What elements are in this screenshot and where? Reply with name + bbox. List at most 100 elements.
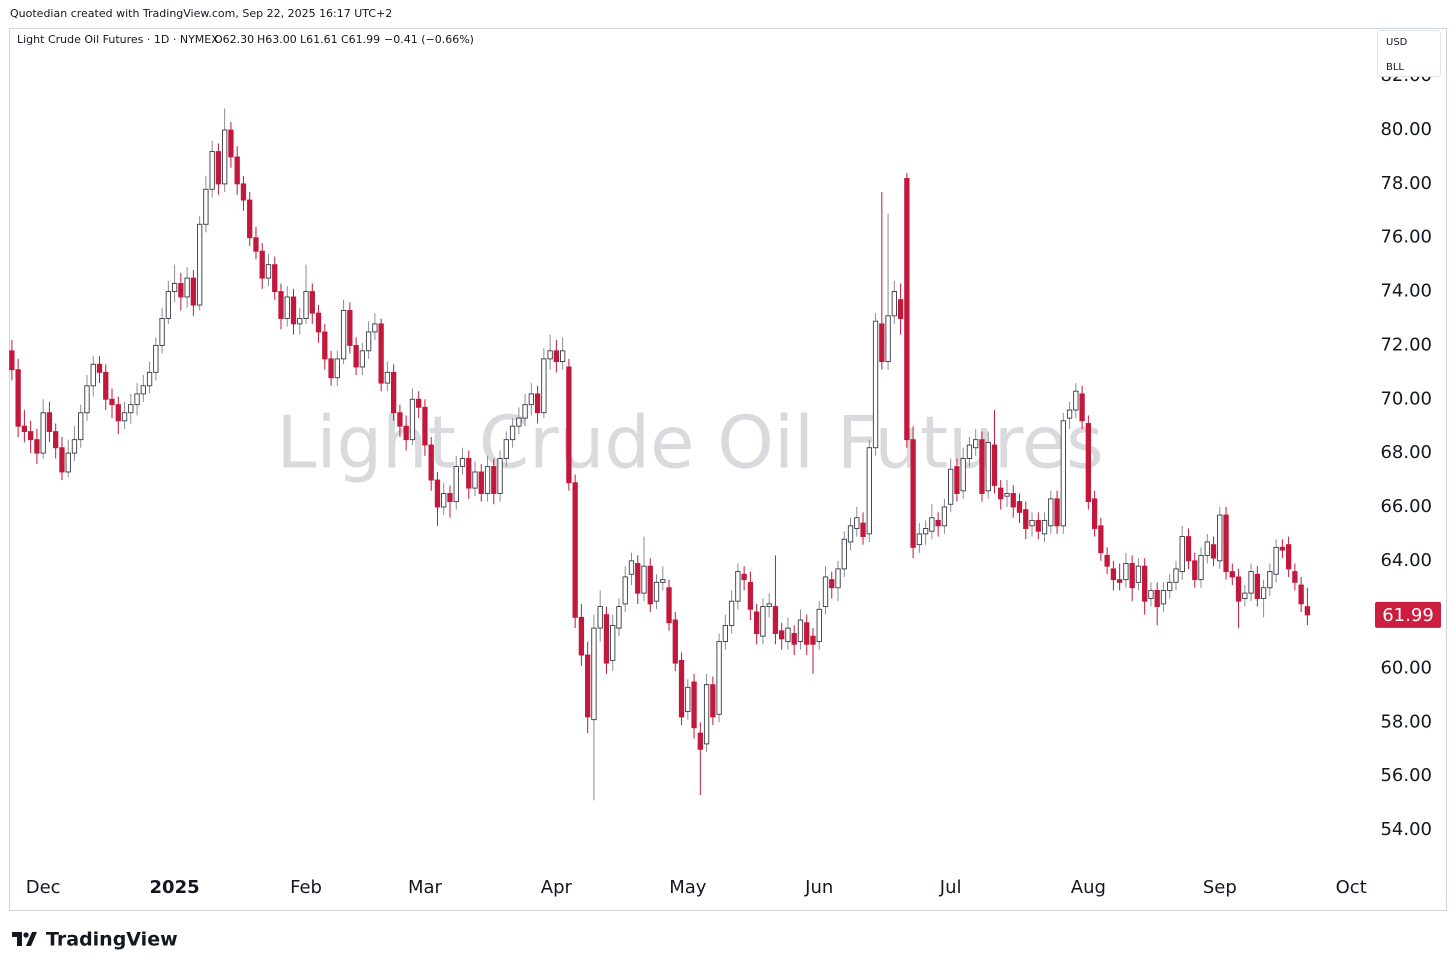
candle-body [497,458,503,494]
candle-body [128,404,134,414]
x-tick-label: Jul [939,877,962,898]
candle-body [90,363,96,387]
candle-body [428,444,434,481]
candle-body [716,641,722,715]
last-price-box [1375,601,1441,628]
candle-body [184,277,190,298]
candle-body [71,439,78,454]
candle-body [272,264,278,293]
candle-body [528,393,534,406]
last-price-label: 61.99 [1382,605,1434,626]
candle-body [1135,565,1142,583]
y-tick-label: 58.00 [1380,711,1432,732]
candle-body [547,350,553,360]
candle-body [109,398,115,406]
candle-body [1198,554,1204,581]
candle-body [904,178,910,441]
candle-body [722,624,729,643]
candle-body [1066,409,1073,419]
candle-body [1154,589,1160,608]
candle-body [453,466,459,503]
y-tick-label: 54.00 [1380,819,1432,840]
candle-body [1185,536,1192,562]
candle-body [253,237,259,252]
candle-body [278,291,284,319]
candle-body [766,603,772,608]
y-tick-label: 78.00 [1380,173,1432,194]
candle-body [196,223,203,306]
candle-body [441,493,447,508]
frame [9,28,1447,911]
logo-icon [12,932,37,946]
candle-body [403,425,409,441]
candle-body [585,654,591,718]
candle-body [1260,587,1267,599]
candle-body [503,439,509,459]
legend: Light Crude Oil Futures · 1D · NYMEX O62… [17,33,474,46]
y-tick-label: 66.00 [1380,496,1432,517]
candle-body [816,608,822,643]
candle-body [1073,390,1079,411]
candle-body [203,188,209,225]
candle-body [1035,519,1041,532]
candle-body [804,622,810,645]
candle-body [359,350,366,368]
candle-body [466,458,472,489]
candle-body [134,393,140,406]
candle-body [660,579,666,583]
candle-body [391,371,397,414]
candle-body [222,129,228,185]
candle-body [153,344,159,373]
candle-body [478,471,484,494]
candle-body [1116,579,1123,583]
candle-body [334,358,340,379]
candle-body [747,581,754,610]
candle-body [534,393,541,414]
candle-body [284,296,290,319]
candle-body [847,525,854,543]
candle-body [265,264,272,279]
candle-body [522,404,528,419]
candle-body [46,412,53,433]
candle-body [628,560,635,575]
candle-body [578,616,585,656]
candle-body [1016,501,1023,513]
candle-body [96,363,103,373]
candle-body [384,371,391,384]
y-tick-label: 76.00 [1380,227,1432,248]
candle-body [929,517,935,532]
candle-body [322,331,328,360]
x-tick-label: Sep [1203,877,1237,898]
candle-body [1217,514,1223,562]
candle-body [165,291,171,319]
high: H63.00 [257,33,297,46]
candle-body [785,627,791,643]
candle-body [459,458,466,468]
candle-body [1304,606,1311,616]
candle-body [829,579,835,589]
candle-body [603,614,610,664]
candle-body [484,466,491,494]
close: C61.99 [341,33,380,46]
unit-box [1377,30,1441,77]
candle-body [259,250,265,279]
candle-body [53,431,59,449]
candle-body [215,151,222,185]
candle-body [741,573,747,581]
candle-body [171,283,178,293]
candle-body [340,309,347,360]
candle-body [509,425,516,441]
candle-body [146,371,153,387]
candle-body [372,323,378,333]
candle-body [779,630,785,640]
candle-body [635,563,641,594]
candle-body [860,522,866,538]
candle-body [1110,568,1117,581]
candle-body [541,358,547,414]
candle-body [1098,525,1104,554]
candle-body [691,681,697,729]
candle-body [1223,514,1229,573]
candle-body [21,425,28,433]
candle-body [40,412,46,454]
logo-dot [23,932,29,938]
